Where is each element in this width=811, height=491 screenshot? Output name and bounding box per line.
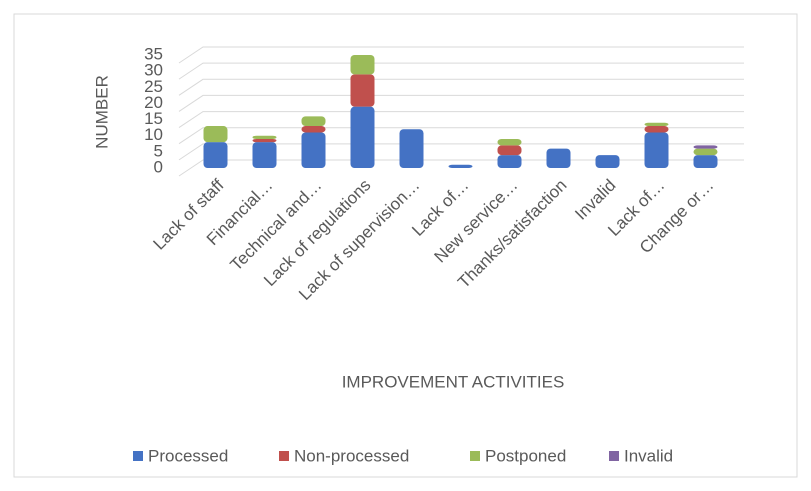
bar-segment <box>546 148 571 168</box>
x-axis-title: IMPROVEMENT ACTIVITIES <box>342 372 565 391</box>
legend-swatch <box>609 451 619 461</box>
y-tick-label: 25 <box>144 77 163 96</box>
bar-segment <box>301 126 326 133</box>
y-tick-label: 15 <box>144 109 163 128</box>
bar-segment <box>497 155 522 168</box>
legend-swatch <box>279 451 289 461</box>
bar-segment <box>644 126 669 133</box>
bar-segment <box>301 132 326 168</box>
legend-swatch <box>470 451 480 461</box>
grid-line <box>178 143 744 161</box>
y-tick-label: 30 <box>144 61 163 80</box>
y-tick-label: 35 <box>144 44 163 63</box>
bar-segment <box>252 138 277 143</box>
legend-label: Postponed <box>485 446 566 465</box>
legend-swatch <box>133 451 143 461</box>
bar-segment <box>252 135 277 139</box>
bar-segment <box>644 132 669 168</box>
y-tick-label: 0 <box>154 157 163 176</box>
chart-border <box>13 13 798 478</box>
bar-segment <box>693 145 718 149</box>
bar-segment <box>693 155 718 168</box>
bar-segment <box>644 122 669 127</box>
bar-segment <box>497 138 522 146</box>
bar-segment <box>595 155 620 168</box>
y-tick-label: 5 <box>154 141 163 160</box>
legend-label: Non-processed <box>294 446 409 465</box>
grid-line <box>178 78 744 96</box>
bar-segment <box>497 145 522 156</box>
y-tick-label: 10 <box>144 125 163 144</box>
bar-segment <box>203 142 228 168</box>
bar-segment <box>350 74 375 107</box>
grid-line <box>178 94 744 112</box>
grid-line <box>178 46 744 64</box>
bar-segment <box>399 129 424 168</box>
bar-segment <box>252 142 277 168</box>
bar-segment <box>301 116 326 127</box>
legend-label: Invalid <box>624 446 673 465</box>
bar-segment <box>203 126 228 143</box>
legend-label: Processed <box>148 446 228 465</box>
grid-line <box>178 111 744 128</box>
grid-line <box>178 62 744 80</box>
bar-segment <box>693 148 718 156</box>
y-axis-title: NUMBER <box>92 75 111 149</box>
bar-segment <box>448 164 473 168</box>
grid-line <box>178 127 744 145</box>
bar-segment <box>350 55 375 75</box>
bar-segment <box>350 106 375 168</box>
y-tick-label: 20 <box>144 93 163 112</box>
